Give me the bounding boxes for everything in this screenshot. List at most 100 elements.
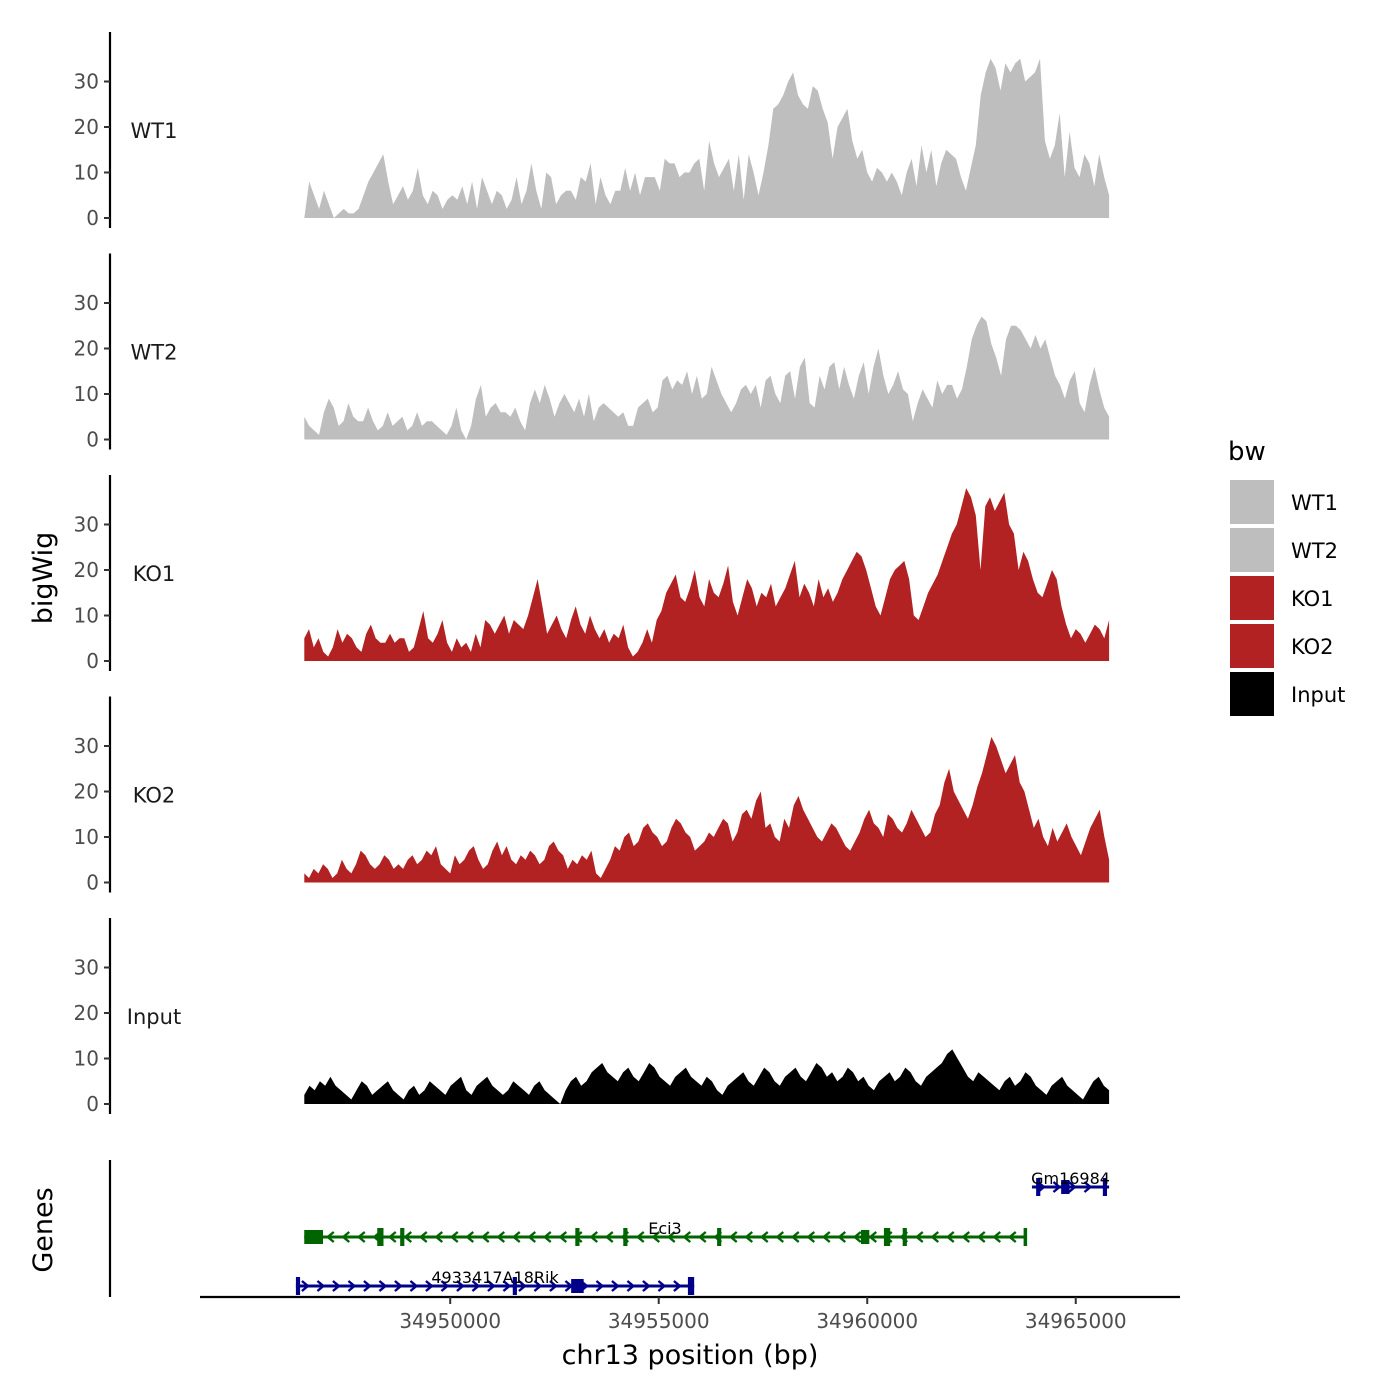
exon	[623, 1228, 628, 1246]
y-tick-label: 20	[74, 558, 99, 582]
y-tick-label: 30	[74, 734, 99, 758]
strand-chevron	[356, 1231, 366, 1243]
signal-tracks: 0 10 20 30 WT1 0 10 20 30 WT2 0 10 20 30 KO1 0 10 20 30 KO2…	[74, 32, 1110, 1116]
gene-4933417a18rik: 4933417A18Rik	[295, 1268, 695, 1295]
strand-chevron	[301, 1280, 310, 1292]
legend-label: WT2	[1291, 539, 1338, 563]
strand-chevron	[744, 1231, 754, 1243]
exon	[687, 1277, 695, 1295]
strand-chevron	[363, 1280, 372, 1292]
genes-track: Gm16984 Eci3 4933417A18Rik	[108, 1160, 1110, 1297]
strand-chevron	[673, 1280, 682, 1292]
strand-chevron	[642, 1280, 651, 1292]
strand-chevron	[604, 1231, 614, 1243]
signal-area-wt1	[304, 58, 1110, 218]
strand-chevron	[332, 1280, 341, 1292]
track-label-ko2: KO2	[133, 784, 176, 808]
legend-swatch	[1230, 576, 1274, 620]
legend: bw WT1 WT2 KO1 KO2 Input	[1228, 437, 1345, 716]
y-tick-label: 20	[74, 337, 99, 361]
strand-chevron	[316, 1280, 326, 1292]
y-tick-label: 30	[74, 956, 99, 980]
y-tick-label: 30	[74, 513, 99, 537]
exon	[1061, 1180, 1070, 1194]
gene-label: Eci3	[648, 1219, 682, 1238]
signal-area-ko1	[304, 488, 1110, 661]
strand-chevron	[657, 1280, 667, 1292]
legend-label: Input	[1291, 683, 1345, 707]
track-label-wt2: WT2	[131, 341, 178, 365]
strand-chevron	[409, 1280, 419, 1292]
strand-chevron	[496, 1231, 506, 1243]
strand-chevron	[682, 1231, 692, 1243]
strand-chevron	[527, 1231, 537, 1243]
axis-titles: bigWig Genes chr13 position (bp)	[28, 532, 818, 1371]
track-panel-input: 0 10 20 30 Input	[74, 918, 1110, 1116]
strand-chevron	[611, 1280, 620, 1292]
strand-chevron	[1052, 1181, 1062, 1193]
exon	[512, 1277, 517, 1295]
exon	[377, 1228, 384, 1246]
strand-chevron	[806, 1231, 816, 1243]
x-tick-label: 34960000	[816, 1309, 918, 1333]
legend-item-input: Input	[1230, 672, 1345, 716]
strand-chevron	[542, 1231, 552, 1243]
signal-area-input	[304, 1049, 1110, 1104]
legend-label: KO1	[1291, 587, 1334, 611]
strand-chevron	[868, 1231, 878, 1243]
exon	[717, 1228, 722, 1246]
strand-chevron	[440, 1280, 450, 1292]
strand-chevron	[533, 1280, 543, 1292]
strand-chevron	[1007, 1231, 1017, 1243]
signal-area-ko2	[304, 736, 1110, 883]
strand-chevron	[728, 1231, 738, 1243]
strand-chevron	[511, 1231, 521, 1243]
strand-chevron	[775, 1231, 785, 1243]
strand-chevron	[697, 1231, 707, 1243]
y-tick-label: 0	[86, 1092, 99, 1116]
y-tick-label: 30	[74, 291, 99, 315]
strand-chevron	[837, 1231, 847, 1243]
strand-chevron	[341, 1231, 351, 1243]
strand-chevron	[502, 1280, 512, 1292]
y-tick-label: 30	[74, 70, 99, 94]
strand-chevron	[480, 1231, 490, 1243]
track-label-input: Input	[127, 1005, 181, 1029]
signal-area-wt2	[304, 316, 1110, 440]
strand-chevron	[387, 1231, 397, 1243]
y-tick-label: 0	[86, 871, 99, 895]
legend-item-wt1: WT1	[1230, 480, 1338, 524]
exon	[304, 1230, 324, 1244]
genes-track-title: Genes	[28, 1187, 59, 1272]
y-tick-label: 0	[86, 206, 99, 230]
legend-swatch	[1230, 528, 1274, 572]
strand-chevron	[1083, 1181, 1093, 1193]
strand-chevron	[635, 1231, 645, 1243]
legend-swatch	[1230, 672, 1274, 716]
y-tick-label: 10	[74, 1047, 99, 1071]
strand-chevron	[487, 1280, 496, 1292]
exon	[1102, 1178, 1108, 1196]
track-panel-ko1: 0 10 20 30 KO1	[74, 475, 1110, 673]
strand-chevron	[418, 1231, 428, 1243]
strand-chevron	[403, 1231, 413, 1243]
strand-chevron	[471, 1280, 481, 1292]
strand-chevron	[595, 1280, 605, 1292]
exon	[1023, 1228, 1028, 1246]
strand-chevron	[821, 1231, 831, 1243]
strand-chevron	[456, 1280, 465, 1292]
exon	[860, 1230, 870, 1244]
exon	[883, 1228, 891, 1246]
exon	[1036, 1178, 1041, 1196]
legend-swatch	[1230, 624, 1274, 668]
strand-chevron	[790, 1231, 800, 1243]
strand-chevron	[666, 1231, 676, 1243]
gene-eci3: Eci3	[304, 1219, 1028, 1246]
y-tick-label: 20	[74, 115, 99, 139]
strand-chevron	[930, 1231, 940, 1243]
strand-chevron	[992, 1231, 1002, 1243]
strand-chevron	[1068, 1181, 1077, 1193]
x-tick-label: 34950000	[399, 1309, 501, 1333]
strand-chevron	[651, 1231, 661, 1243]
